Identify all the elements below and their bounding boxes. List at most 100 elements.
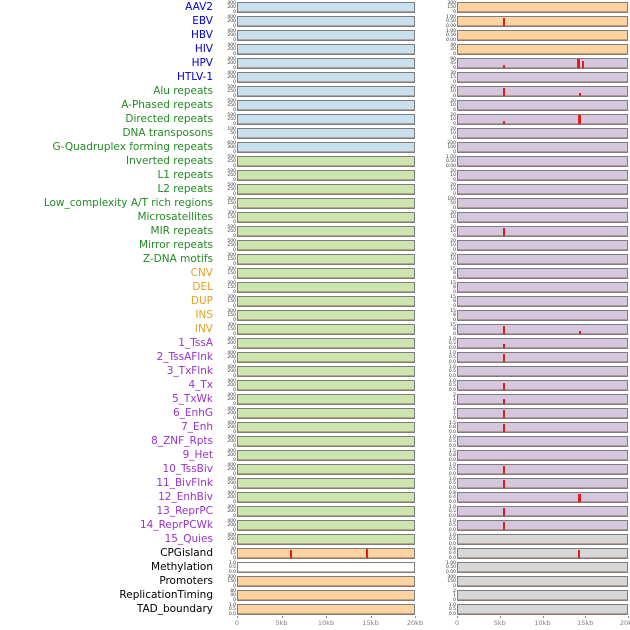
y-tick-label: 0	[453, 65, 456, 71]
left-y-axis-ticks: 400 200 0	[218, 28, 237, 43]
left-track-panel	[237, 407, 415, 419]
track-row: MIR repeats 500 250 0 20 10 0	[0, 224, 630, 238]
signal-spike	[502, 383, 505, 390]
right-track-panel	[457, 309, 628, 321]
left-y-axis-ticks: 300 150 0	[218, 323, 237, 337]
y-tick-label: 0.5	[448, 537, 456, 542]
left-track-panel	[237, 491, 415, 503]
right-y-axis-ticks: 20 10 0	[438, 113, 457, 126]
y-tick-label: 0.0	[448, 345, 456, 351]
left-track-panel	[237, 211, 415, 223]
y-tick-label: 0	[453, 93, 456, 99]
y-tick-label: 0	[233, 387, 236, 393]
left-y-axis-ticks: 400 200 0	[218, 337, 237, 351]
left-y-axis-ticks: 400 200 0	[218, 365, 237, 378]
y-tick-label: 20	[450, 238, 456, 244]
right-track-panel	[457, 589, 628, 601]
left-track-panel	[237, 435, 415, 447]
left-y-axis-ticks: 80 40 0	[218, 589, 237, 602]
y-tick-label: 200	[227, 523, 236, 528]
y-tick-label: 150	[447, 5, 456, 10]
left-y-axis-ticks: 400 200 0	[218, 351, 237, 364]
x-axis-tick-label: 15kb	[362, 619, 379, 627]
right-track-panel	[457, 85, 628, 97]
y-tick-label: 0	[453, 401, 456, 407]
left-track-panel	[237, 449, 415, 461]
y-tick-label: 0.5	[448, 509, 456, 514]
y-tick-label: 20	[450, 98, 456, 104]
y-tick-label: 200	[227, 33, 236, 38]
y-tick-label: 0	[453, 331, 456, 337]
left-track-panel	[237, 533, 415, 545]
signal-spike	[502, 88, 505, 96]
y-tick-label: 0	[233, 345, 236, 351]
signal-spike	[502, 424, 505, 432]
left-y-axis-ticks: 400 200 0	[218, 71, 237, 85]
y-tick-label: 10	[450, 103, 456, 108]
y-tick-label: 400	[227, 28, 236, 34]
left-track-panel	[237, 239, 415, 251]
y-tick-label: 0.0	[448, 457, 456, 463]
left-y-axis-ticks: 500 250 0	[218, 85, 237, 98]
left-y-axis-ticks: 1.0 0.5 0.0	[218, 603, 237, 616]
x-axis-tick	[499, 616, 501, 618]
track-row: Inverted repeats 500 250 0 1.00 0.50 0.00	[0, 154, 630, 168]
y-tick-label: 1.0	[448, 602, 456, 608]
y-tick-label: 1	[453, 397, 456, 402]
y-tick-label: 0.5	[448, 481, 456, 486]
y-tick-label: 400	[227, 434, 236, 440]
left-track-panel	[237, 463, 415, 475]
y-tick-label: 0.0	[448, 555, 456, 561]
right-track-panel	[457, 323, 628, 335]
left-y-axis-ticks: 500 250 0	[218, 225, 237, 238]
y-tick-label: 10	[450, 215, 456, 220]
y-tick-label: 150	[227, 271, 236, 276]
row-label: EBV	[192, 15, 213, 27]
left-track-panel	[237, 547, 415, 559]
left-y-axis-ticks: 100 50 0	[218, 127, 237, 140]
y-tick-label: 150	[227, 299, 236, 304]
y-tick-label: 1.5	[448, 448, 456, 454]
right-track-panel	[457, 365, 628, 377]
y-tick-label: 0	[233, 79, 236, 85]
y-tick-label: 2	[453, 588, 456, 594]
right-y-axis-ticks: 300 150 0	[438, 1, 457, 14]
y-tick-label: 0	[233, 541, 236, 547]
row-label: HTLV-1	[176, 71, 213, 83]
track-row: DEL 300 150 0 15 8 0	[0, 280, 630, 294]
right-track-panel	[457, 239, 628, 251]
right-track-panel	[457, 421, 628, 433]
y-tick-label: 0	[233, 121, 236, 127]
y-tick-label: 1.0	[448, 364, 456, 370]
y-tick-label: 40	[230, 593, 236, 598]
y-tick-label: 0.8	[448, 425, 456, 430]
y-tick-label: 0	[233, 163, 236, 169]
y-tick-label: 1.5	[448, 420, 456, 426]
row-label: 3_TxFlnk	[166, 365, 213, 377]
y-tick-label: 0	[233, 275, 236, 281]
track-row: Methylation 1.0 0.5 0.0 1.00 0.50 0.00	[0, 560, 630, 574]
y-tick-label: 0	[233, 107, 236, 113]
row-label: Mirror repeats	[139, 239, 213, 251]
left-track-panel	[237, 281, 415, 293]
y-tick-label: 0	[453, 79, 456, 85]
row-label: G-Quadruplex forming repeats	[52, 141, 213, 153]
y-tick-label: 0	[233, 331, 236, 337]
left-y-axis-ticks: 500 250 0	[218, 169, 237, 182]
y-tick-label: 200	[227, 467, 236, 472]
y-tick-label: 300	[227, 574, 236, 580]
row-label: CPGisland	[160, 547, 213, 559]
y-tick-label: 300	[447, 574, 456, 580]
right-y-axis-ticks: 1.00 0.50 0.00	[438, 561, 457, 574]
y-tick-label: 0	[233, 37, 236, 43]
y-tick-label: 10	[450, 173, 456, 178]
y-tick-label: 150	[227, 313, 236, 318]
y-tick-label: 0	[233, 499, 236, 505]
signal-spike	[289, 549, 292, 558]
left-y-axis-ticks: 30 15 0	[218, 547, 237, 560]
y-tick-label: 200	[227, 411, 236, 416]
left-y-axis-ticks: 600 300 0	[218, 141, 237, 154]
right-y-axis-ticks: 100 50 0	[438, 197, 457, 210]
